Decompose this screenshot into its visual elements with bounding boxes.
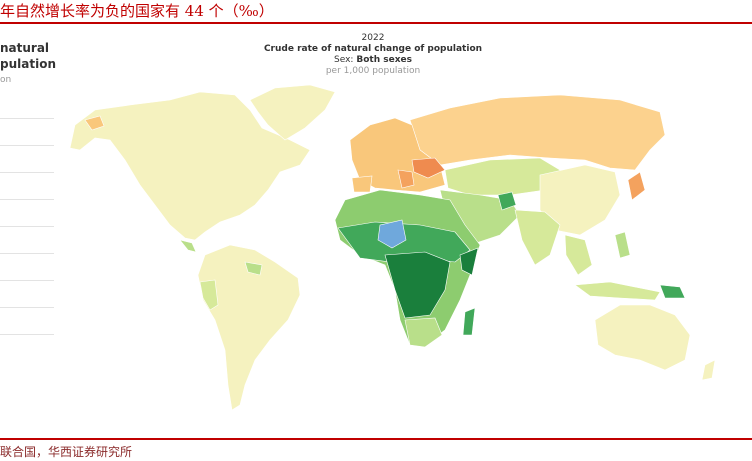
panel-line: pulation bbox=[0, 57, 56, 71]
philippines bbox=[614, 231, 631, 259]
niger bbox=[377, 219, 407, 249]
bottom-rule bbox=[0, 438, 752, 440]
india bbox=[514, 209, 561, 266]
afghanistan bbox=[497, 191, 517, 211]
central-africa bbox=[384, 251, 451, 319]
subtitle-label: Sex: bbox=[334, 55, 354, 65]
page-title: 年自然增长率为负的国家有 44 个（‰） bbox=[0, 2, 274, 20]
png bbox=[659, 284, 686, 299]
alaska-patch bbox=[84, 115, 105, 131]
map-subtitle: Sex: Both sexes bbox=[220, 55, 526, 66]
subtitle-value: Both sexes bbox=[356, 55, 412, 65]
north-america bbox=[69, 91, 311, 241]
map-unit: per 1,000 population bbox=[325, 66, 421, 76]
panel-line: natural bbox=[0, 41, 50, 55]
map-title: Crude rate of natural change of populati… bbox=[263, 44, 483, 54]
southern-africa bbox=[404, 317, 443, 348]
map-year: 2022 bbox=[361, 33, 385, 43]
ukraine bbox=[411, 157, 446, 179]
indonesia bbox=[574, 281, 661, 301]
japan bbox=[627, 171, 646, 201]
left-panel: natural pulation on bbox=[0, 40, 56, 88]
madagascar bbox=[462, 307, 476, 336]
new-zealand bbox=[701, 359, 716, 381]
australia bbox=[594, 304, 691, 371]
iberia bbox=[351, 175, 373, 193]
top-rule bbox=[0, 22, 752, 24]
map-header: 2022 Crude rate of natural change of pop… bbox=[220, 33, 526, 77]
andes-patch bbox=[199, 279, 219, 311]
central-america bbox=[179, 239, 197, 253]
panel-rows bbox=[0, 92, 54, 335]
source-note: 联合国，华西证券研究所 bbox=[0, 445, 133, 459]
se-asia bbox=[564, 234, 593, 276]
panel-note: on bbox=[0, 75, 12, 85]
balkans bbox=[397, 169, 415, 189]
horn bbox=[459, 247, 479, 276]
guiana-patch bbox=[244, 261, 263, 276]
south-america bbox=[197, 244, 301, 411]
greenland bbox=[249, 84, 336, 141]
russia bbox=[409, 94, 666, 171]
